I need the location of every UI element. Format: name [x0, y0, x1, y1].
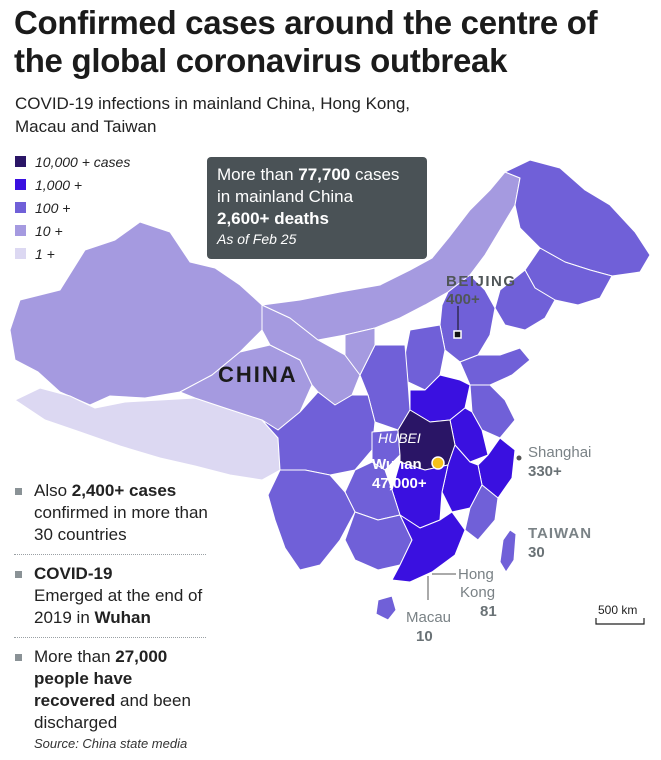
bullet-text: and been discharged — [34, 691, 191, 732]
province-chongqing — [371, 429, 401, 471]
callout-line2: in mainland China — [217, 187, 354, 206]
province-heilongjiang — [504, 159, 651, 277]
bullet-text: Also — [34, 481, 72, 500]
hongkong-count: 81 — [480, 603, 497, 620]
callout-asof: As of Feb 25 — [217, 231, 297, 247]
bullet-bold: Wuhan — [94, 608, 151, 627]
shanghai-label: Shanghai — [528, 444, 591, 461]
legend-swatch — [15, 248, 26, 259]
province-guangdong — [391, 511, 466, 583]
legend-swatch — [15, 225, 26, 236]
wuhan-count: 47,000+ — [372, 475, 427, 492]
china-label: CHINA — [218, 362, 298, 387]
source-note: Source: China state media — [34, 736, 188, 751]
bullet-bold: COVID-19 — [34, 564, 113, 583]
shanghai-count: 330+ — [528, 463, 562, 480]
legend-swatch — [15, 202, 26, 213]
bullet-square-icon — [15, 654, 22, 661]
beijing-marker — [453, 330, 462, 339]
legend-swatch — [15, 156, 26, 167]
bullet-square-icon — [15, 488, 22, 495]
province-liaoning — [494, 269, 556, 331]
bullet-text: More than — [34, 647, 116, 666]
hongkong-label-2: Kong — [460, 584, 495, 601]
province-qinghai — [179, 344, 313, 431]
beijing-label: BEIJING — [446, 273, 517, 290]
bullet-text: confirmed in more than 30 countries — [34, 503, 208, 544]
legend-label: 1,000 + — [35, 176, 83, 193]
legend: 10,000 + cases 1,000 + 100 + 10 + 1 + — [15, 150, 130, 265]
legend-label: 10 + — [35, 222, 63, 239]
legend-item: 10,000 + cases — [15, 150, 130, 173]
province-hainan — [375, 595, 397, 621]
callout-number: 77,700 — [298, 165, 351, 184]
province-ningxia — [344, 327, 376, 376]
wuhan-label: Wuhan — [372, 456, 422, 473]
bullet-item: COVID-19 Emerged at the end of 2019 in W… — [14, 563, 214, 629]
callout-box: More than 77,700 cases in mainland China… — [207, 157, 427, 259]
bullet-item: More than 27,000 people have recovered a… — [14, 646, 214, 734]
hongkong-label-1: Hong — [458, 566, 494, 583]
legend-item: 10 + — [15, 219, 130, 242]
legend-swatch — [15, 179, 26, 190]
bullet-square-icon — [15, 571, 22, 578]
legend-item: 100 + — [15, 196, 130, 219]
taiwan-count: 30 — [528, 544, 545, 561]
legend-label: 10,000 + cases — [35, 153, 131, 170]
legend-label: 100 + — [35, 199, 71, 216]
shanghai-marker — [516, 455, 522, 461]
province-taiwan — [499, 529, 517, 573]
bullet-text: Emerged at the end of 2019 in — [34, 586, 203, 627]
legend-item: 1 + — [15, 242, 130, 265]
beijing-count: 400+ — [446, 291, 480, 308]
callout-text: More than — [217, 165, 299, 184]
callout-deaths: 2,600+ deaths — [217, 209, 329, 228]
callout-text: cases — [350, 165, 400, 184]
scale-label: 500 km — [598, 603, 637, 617]
bullet-bold: 2,400+ cases — [71, 481, 177, 500]
page-title: Confirmed cases around the centre of the… — [14, 4, 598, 79]
taiwan-label: TAIWAN — [528, 525, 592, 542]
bullet-item: Also 2,400+ cases confirmed in more than… — [14, 480, 214, 546]
scale-bar — [595, 618, 645, 625]
divider — [14, 554, 206, 555]
divider — [14, 637, 206, 638]
bullet-bold: 27,000 people have recovered — [34, 647, 168, 710]
legend-item: 1,000 + — [15, 173, 130, 196]
legend-label: 1 + — [35, 245, 55, 262]
province-yunnan — [267, 469, 356, 571]
bullet-list: Also 2,400+ cases confirmed in more than… — [14, 480, 214, 734]
hubei-label: HUBEI — [378, 430, 421, 446]
callout-line1: More than 77,700 cases — [217, 164, 417, 186]
macau-count: 10 — [416, 628, 433, 645]
subtitle: COVID-19 infections in mainland China, H… — [15, 94, 410, 136]
macau-label: Macau — [406, 609, 451, 626]
wuhan-marker — [431, 456, 445, 470]
